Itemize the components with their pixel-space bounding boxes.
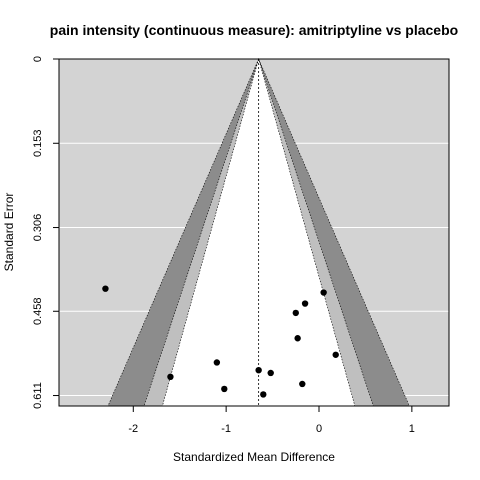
- x-tick-label-2: 0: [316, 423, 322, 435]
- data-point-5: [294, 335, 301, 342]
- chart-title: pain intensity (continuous measure): ami…: [50, 22, 458, 38]
- data-point-6: [332, 351, 339, 358]
- data-point-2: [320, 289, 327, 296]
- y-axis-label: Standard Error: [2, 193, 16, 272]
- x-tick-label-3: 1: [409, 423, 415, 435]
- x-axis-label: Standardized Mean Difference: [173, 450, 335, 464]
- y-tick-label-2: 0.306: [32, 214, 44, 242]
- plot-area: -2 -1 0 1 0 0.153 0.306 0.458 0.611: [32, 56, 450, 435]
- x-tick-label-1: -1: [221, 423, 231, 435]
- y-tick-label-1: 0.153: [32, 130, 44, 158]
- data-point-8: [255, 366, 262, 374]
- data-point-4: [292, 309, 299, 317]
- data-point-9: [267, 369, 274, 377]
- y-tick-label-0: 0: [32, 56, 44, 62]
- data-point-11: [299, 380, 306, 388]
- x-tick-label-0: -2: [128, 423, 138, 435]
- data-point-1: [102, 285, 109, 292]
- plot-border: [58, 58, 450, 407]
- data-point-12: [221, 385, 228, 393]
- data-point-3: [301, 300, 309, 307]
- y-tick-label-3: 0.458: [32, 297, 44, 325]
- data-point-13: [260, 391, 267, 398]
- data-point-7: [213, 359, 221, 366]
- data-point-10: [167, 373, 174, 381]
- y-tick-label-4: 0.611: [32, 382, 44, 409]
